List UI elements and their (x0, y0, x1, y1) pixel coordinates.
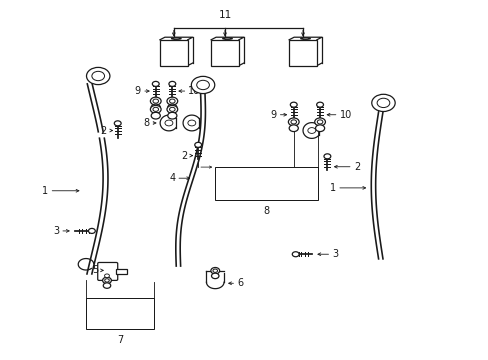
Circle shape (194, 142, 201, 147)
Circle shape (88, 228, 95, 233)
Circle shape (307, 127, 315, 134)
Circle shape (102, 277, 111, 284)
Circle shape (371, 94, 394, 112)
Circle shape (316, 102, 323, 107)
Text: 4: 4 (169, 173, 175, 183)
Ellipse shape (222, 38, 232, 39)
Circle shape (164, 120, 173, 126)
Circle shape (167, 104, 177, 111)
Circle shape (92, 71, 104, 81)
Circle shape (324, 154, 330, 159)
Circle shape (196, 80, 209, 90)
Text: 11: 11 (218, 10, 231, 21)
Text: 8: 8 (263, 206, 269, 216)
Circle shape (210, 267, 219, 274)
FancyBboxPatch shape (98, 262, 118, 280)
Circle shape (315, 125, 324, 131)
Text: 10: 10 (339, 110, 351, 120)
Circle shape (292, 252, 299, 257)
Text: 2: 2 (353, 162, 360, 172)
Circle shape (168, 81, 175, 86)
Text: 3: 3 (331, 249, 338, 259)
Circle shape (288, 118, 299, 126)
Bar (215, 167, 317, 200)
Circle shape (290, 102, 297, 107)
Circle shape (314, 118, 325, 126)
Circle shape (317, 120, 322, 124)
Circle shape (151, 112, 160, 119)
Bar (86, 298, 154, 329)
Text: 10: 10 (188, 86, 200, 96)
Circle shape (104, 274, 109, 278)
Circle shape (169, 99, 175, 103)
Circle shape (169, 107, 175, 111)
Text: 9: 9 (270, 110, 276, 120)
Bar (211, 40, 239, 66)
Circle shape (191, 76, 214, 94)
Circle shape (103, 283, 110, 288)
Text: 9: 9 (134, 86, 141, 96)
Text: 1: 1 (42, 186, 48, 196)
Circle shape (104, 279, 109, 282)
Circle shape (167, 112, 177, 119)
Text: 8: 8 (143, 118, 149, 128)
Text: 3: 3 (53, 226, 59, 236)
Circle shape (150, 105, 161, 113)
Circle shape (187, 120, 195, 126)
Text: 2: 2 (101, 126, 107, 135)
Circle shape (114, 121, 121, 126)
Text: 7: 7 (117, 335, 123, 345)
Ellipse shape (171, 38, 181, 39)
Circle shape (376, 98, 389, 108)
Bar (116, 269, 127, 274)
Circle shape (153, 107, 158, 111)
Circle shape (150, 97, 161, 105)
Circle shape (211, 273, 219, 279)
Circle shape (290, 120, 296, 124)
Text: 5: 5 (92, 265, 98, 275)
Text: 6: 6 (237, 278, 243, 288)
Text: 2: 2 (181, 150, 187, 161)
Bar (160, 40, 187, 66)
Circle shape (166, 97, 177, 105)
Circle shape (86, 67, 110, 85)
Circle shape (153, 99, 158, 103)
Circle shape (213, 269, 217, 273)
Circle shape (152, 81, 159, 86)
Circle shape (166, 105, 177, 113)
Bar (288, 40, 316, 66)
Circle shape (288, 125, 298, 131)
Circle shape (151, 104, 160, 111)
Text: 1: 1 (329, 183, 335, 193)
Ellipse shape (300, 38, 310, 39)
